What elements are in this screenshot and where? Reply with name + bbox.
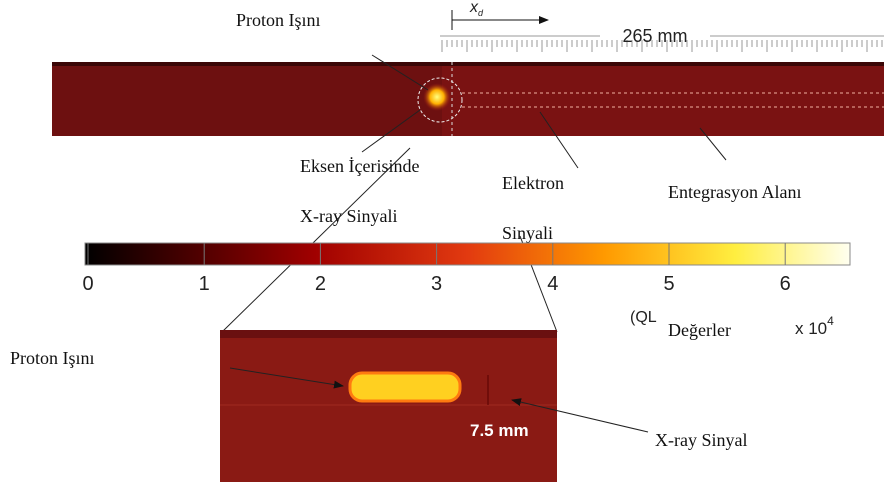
- multiplier: x 104: [795, 314, 834, 338]
- xd-label: xd: [469, 0, 484, 18]
- beam-label: Proton Işını: [236, 10, 321, 30]
- colorbar-tick-label: 4: [547, 273, 558, 295]
- electron-line1: Elektron: [502, 173, 564, 193]
- scale-label: 7.5 mm: [470, 421, 529, 440]
- colorbar-tick-label: 5: [663, 273, 674, 295]
- multiplier-base: x 10: [795, 319, 827, 338]
- top-strip: [52, 62, 884, 136]
- unit-open: (QL: [630, 309, 657, 326]
- colorbar-tick-label: 3: [431, 273, 442, 295]
- colorbar-tick-label: 2: [315, 273, 326, 295]
- inset-beam-label: Proton Işını: [10, 348, 95, 368]
- electron-line2: Sinyali: [502, 223, 553, 243]
- axis-line2: X-ray Sinyali: [300, 206, 397, 226]
- multiplier-exponent: 4: [827, 314, 834, 328]
- colorbar: [85, 243, 850, 265]
- length-label: 265 mm: [622, 26, 687, 46]
- colorbar-tick-label: 6: [780, 273, 791, 295]
- colorbar-tick-label: 1: [199, 273, 210, 295]
- axis-line1: Eksen İçerisinde: [300, 156, 419, 176]
- unit-name: Değerler: [668, 320, 731, 340]
- signal-label: X-ray Sinyal: [655, 430, 747, 450]
- colorbar-tick-label: 0: [82, 273, 93, 295]
- xd-subscript: d: [478, 8, 484, 18]
- inset: 7.5 mm: [220, 330, 557, 482]
- figure: xd 265 mm Proton Işını Eksen İçerisinde …: [0, 0, 884, 490]
- integration-label: Entegrasyon Alanı: [668, 182, 801, 202]
